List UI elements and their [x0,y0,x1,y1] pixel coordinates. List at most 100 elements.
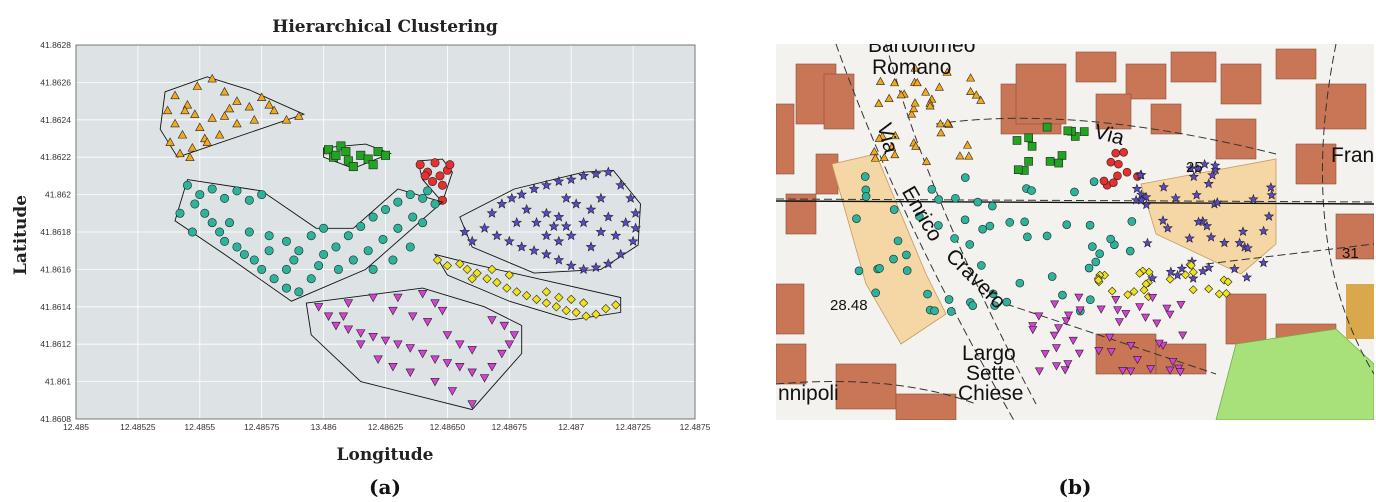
y-tick-label: 41.8612 [40,339,71,349]
x-tick-label: 12.48675 [492,422,528,432]
map-marker [988,289,998,299]
map-marker [1088,242,1097,251]
map-marker [1084,263,1094,273]
map-marker [1165,366,1175,375]
map-marker [1168,357,1178,367]
data-point [257,190,267,200]
data-point [553,175,565,187]
data-point [602,211,614,222]
data-point [380,336,391,346]
map-marker [1074,349,1084,358]
map-marker [921,156,932,165]
data-point [553,235,565,246]
data-point [380,205,390,215]
data-point [561,305,571,316]
data-point [585,241,597,252]
map-marker [1024,157,1033,166]
data-point [531,294,542,304]
map-marker [1135,303,1145,312]
y-tick-label: 41.8626 [40,77,71,87]
map-marker [936,128,946,137]
data-point [462,264,472,275]
map-marker [965,240,975,249]
chart-title: Hierarchical Clustering [272,17,498,37]
data-point [497,349,507,359]
map-marker [1062,220,1072,229]
cluster-hull [159,76,306,158]
data-point [479,374,490,383]
map-marker [955,151,965,160]
map-marker [978,224,987,234]
data-point [565,230,577,241]
map-marker [976,95,986,104]
street-map-panel: Bartolomeo Romano Via Enrico Cravero Via… [776,44,1374,420]
data-point [331,321,341,331]
data-point [207,218,217,228]
panel-a-caption: (a) [369,475,401,499]
map-marker [1241,271,1252,282]
map-marker [1027,141,1037,151]
map-marker [1105,333,1115,342]
map-marker [1172,269,1183,280]
data-point [459,226,471,237]
map-marker [1106,157,1116,167]
map-marker [909,103,919,113]
map-marker [1204,284,1214,294]
map-label-31: 31 [1342,245,1359,262]
data-point [630,207,641,218]
data-point [578,216,589,228]
data-point [472,268,482,278]
map-marker [1176,301,1186,310]
data-point [467,346,477,355]
data-point [467,400,477,409]
data-point [331,242,341,252]
map-marker [1188,285,1198,295]
data-point [338,312,349,321]
building [776,343,807,385]
x-tick-label: 12.48575 [244,422,280,432]
map-marker [1141,313,1151,322]
cluster-4 [174,179,444,302]
data-point [581,311,591,321]
map-marker [875,76,885,85]
map-marker [902,266,912,275]
data-point [306,274,316,284]
data-point [202,137,212,146]
data-point [422,318,433,327]
data-point [482,274,492,284]
x-tick-label: 12.485 [63,422,89,432]
data-point [541,207,552,218]
map-marker [1154,339,1164,348]
map-label-sette: Sette [966,362,1015,385]
data-point [306,231,316,241]
data-point [175,208,185,218]
map-marker [966,73,976,82]
map-marker [1113,306,1123,315]
map-marker [1109,178,1118,187]
data-point [388,255,398,265]
data-point [418,218,428,228]
cluster-2 [323,141,392,172]
map-marker [893,236,903,246]
data-point [264,231,274,241]
y-tick-label: 41.8616 [40,264,71,274]
data-point [467,274,477,284]
data-point [256,92,267,102]
data-point [541,298,552,308]
data-point [368,293,378,303]
building [1295,143,1337,185]
data-point [428,177,438,187]
map-marker [1135,169,1146,180]
building [1095,93,1132,130]
map-marker [1139,285,1149,295]
map-marker [1074,293,1084,302]
data-point [627,235,639,246]
data-point [430,355,440,364]
data-point [214,129,225,139]
park-area [1215,328,1374,420]
data-point [331,150,341,160]
map-marker [935,119,945,128]
map-marker [1162,304,1172,313]
map-marker [1203,178,1214,189]
building [785,193,817,235]
